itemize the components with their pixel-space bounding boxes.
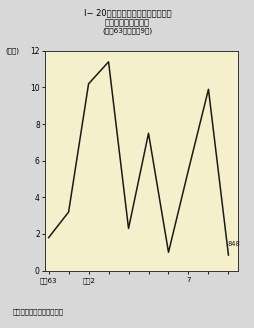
Text: I− 20図　公職選挙法違反の検察庁: I− 20図 公職選挙法違反の検察庁 <box>83 8 171 17</box>
Text: 平戉2: 平戉2 <box>82 277 95 284</box>
Text: 新規受理人員の推移: 新規受理人員の推移 <box>105 18 149 27</box>
Text: (千人): (千人) <box>5 48 19 54</box>
Text: 7: 7 <box>185 277 190 283</box>
Text: 848: 848 <box>227 241 239 247</box>
Text: (昭和63年～平戈9年): (昭和63年～平戈9年) <box>102 28 152 34</box>
Text: 昭和63: 昭和63 <box>40 277 57 284</box>
Text: 注　検察統計年報による。: 注 検察統計年報による。 <box>13 308 64 315</box>
